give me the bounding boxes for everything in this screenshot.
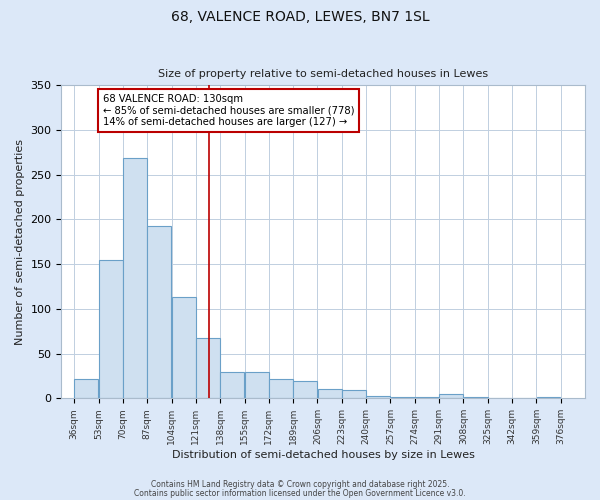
Bar [220,372,244,398]
Bar [172,298,196,398]
Text: 68, VALENCE ROAD, LEWES, BN7 1SL: 68, VALENCE ROAD, LEWES, BN7 1SL [170,10,430,24]
Bar [148,226,172,398]
Text: Contains HM Land Registry data © Crown copyright and database right 2025.: Contains HM Land Registry data © Crown c… [151,480,449,489]
X-axis label: Distribution of semi-detached houses by size in Lewes: Distribution of semi-detached houses by … [172,450,475,460]
Bar [293,382,317,398]
Bar [99,260,123,398]
Title: Size of property relative to semi-detached houses in Lewes: Size of property relative to semi-detach… [158,69,488,79]
Bar [123,158,147,398]
Bar [245,372,269,398]
Text: 68 VALENCE ROAD: 130sqm
← 85% of semi-detached houses are smaller (778)
14% of s: 68 VALENCE ROAD: 130sqm ← 85% of semi-de… [103,94,355,128]
Bar [342,390,366,398]
Bar [269,378,293,398]
Y-axis label: Number of semi-detached properties: Number of semi-detached properties [15,139,25,345]
Bar [74,378,98,398]
Bar [439,394,463,398]
Text: Contains public sector information licensed under the Open Government Licence v3: Contains public sector information licen… [134,488,466,498]
Bar [317,390,341,398]
Bar [367,396,390,398]
Bar [196,338,220,398]
